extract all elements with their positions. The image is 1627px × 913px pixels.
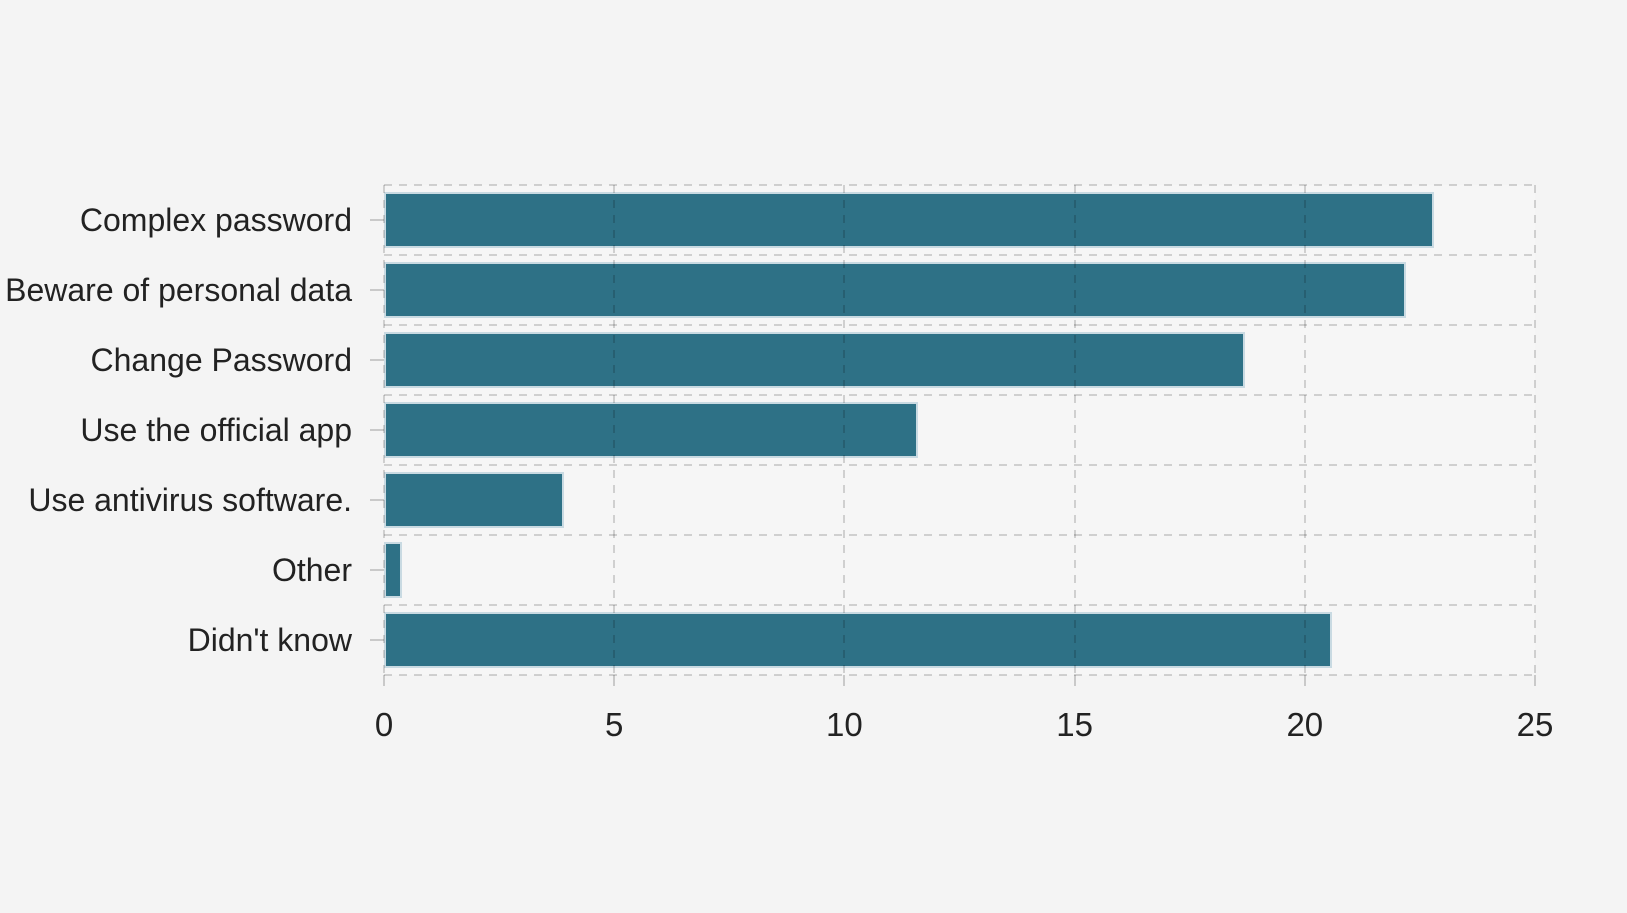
gridline-horizontal — [384, 184, 1535, 186]
gridline-vertical — [1073, 185, 1076, 675]
gridline-horizontal — [384, 604, 1535, 606]
x-axis-tick-label: 10 — [826, 706, 863, 743]
category-label: Didn't know — [187, 622, 352, 658]
gridline-horizontal — [384, 674, 1535, 676]
y-axis-tick — [370, 359, 384, 361]
category-label: Beware of personal data — [5, 272, 352, 308]
gridline-horizontal — [384, 324, 1535, 326]
gridline-vertical — [383, 185, 385, 675]
bar — [384, 472, 564, 528]
x-axis-tick-label: 5 — [605, 706, 624, 743]
x-axis-tick-label: 15 — [1056, 706, 1093, 743]
bar — [384, 612, 1332, 668]
category-label: Complex password — [79, 202, 352, 238]
y-axis-tick — [370, 429, 384, 431]
category-label: Use antivirus software. — [28, 482, 352, 518]
category-label: Change Password — [90, 342, 352, 378]
y-axis-tick — [370, 639, 384, 641]
gridline-vertical — [843, 185, 846, 675]
y-axis-tick — [370, 219, 384, 221]
gridline-vertical — [1534, 185, 1536, 675]
bar — [384, 192, 1434, 248]
bar — [384, 262, 1406, 318]
x-axis-tick — [383, 675, 385, 686]
x-axis-tick — [1073, 675, 1076, 686]
category-label: Use the official app — [80, 412, 352, 448]
gridline-vertical — [1303, 185, 1306, 675]
bar — [384, 332, 1245, 388]
x-axis-tick — [1303, 675, 1306, 686]
x-axis-tick — [843, 675, 846, 686]
gridline-vertical — [613, 185, 616, 675]
bar — [384, 402, 918, 458]
gridline-horizontal — [384, 254, 1535, 256]
y-axis-tick — [370, 569, 384, 571]
gridline-horizontal — [384, 394, 1535, 396]
x-axis-tick-label: 25 — [1516, 706, 1554, 743]
y-axis-tick — [370, 289, 384, 291]
x-axis-tick-label: 20 — [1286, 706, 1324, 743]
x-axis-tick — [1534, 675, 1536, 686]
y-axis-tick — [370, 499, 384, 501]
x-axis-tick — [613, 675, 616, 686]
category-label: Other — [271, 552, 352, 588]
gridline-horizontal — [384, 534, 1535, 536]
x-axis-tick-label: 0 — [374, 706, 394, 743]
bar — [384, 542, 402, 598]
gridline-horizontal — [384, 464, 1535, 466]
